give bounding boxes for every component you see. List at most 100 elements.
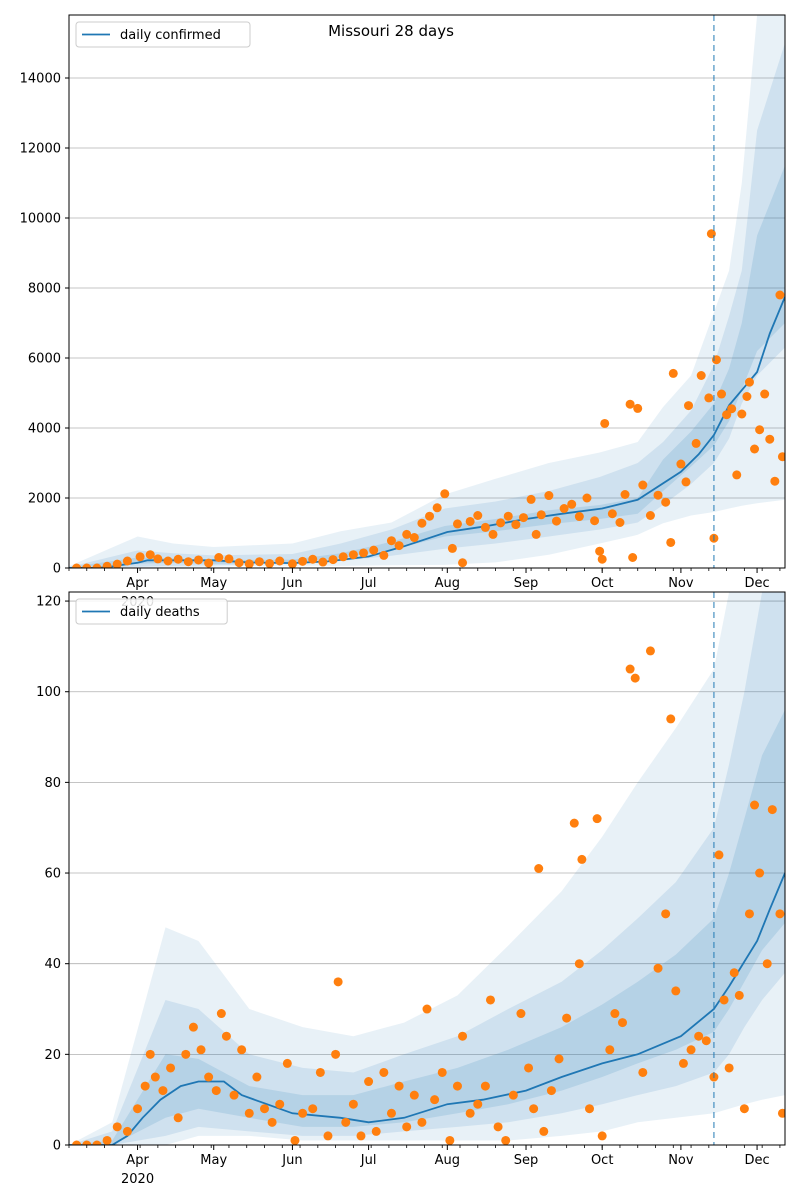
deaths-data-point-92 — [729, 968, 739, 978]
deaths-data-point-15 — [196, 1045, 206, 1055]
deaths-data-point-85 — [686, 1045, 696, 1055]
deaths-data-point-98 — [762, 959, 772, 969]
confirmed-data-point-2 — [92, 563, 102, 568]
deaths-ytick-label-5: 100 — [36, 685, 61, 700]
confirmed-ytick-label-2: 4000 — [28, 422, 61, 437]
deaths-data-point-51 — [458, 1031, 468, 1041]
deaths-data-point-25 — [267, 1117, 277, 1127]
deaths-data-point-63 — [539, 1126, 549, 1136]
deaths-data-point-62 — [534, 864, 544, 873]
confirmed-xtick-label-6: Oct — [591, 576, 613, 591]
confirmed-data-point-17 — [244, 559, 254, 568]
confirmed-data-point-87 — [732, 470, 742, 480]
confirmed-data-point-16 — [234, 558, 244, 568]
deaths-data-point-46 — [422, 1004, 432, 1014]
confirmed-data-point-74 — [668, 368, 678, 378]
confirmed-data-point-61 — [597, 554, 607, 564]
confirmed-ytick-label-5: 10000 — [20, 212, 61, 227]
confirmed-data-point-1 — [82, 563, 92, 568]
confirmed-legend-box — [75, 21, 251, 48]
deaths-data-point-32 — [323, 1131, 333, 1141]
deaths-data-point-69 — [577, 854, 587, 864]
deaths-data-point-87 — [701, 1036, 711, 1046]
deaths-data-point-84 — [678, 1058, 688, 1068]
deaths-data-point-78 — [638, 1067, 648, 1077]
deaths-xtick-label-5: Sep — [514, 1153, 539, 1168]
confirmed-data-point-0 — [72, 563, 82, 568]
confirmed-data-point-69 — [638, 480, 648, 490]
deaths-data-point-93 — [734, 990, 744, 1000]
deaths-data-point-44 — [409, 1090, 419, 1100]
deaths-xtick-label-4: Aug — [435, 1153, 460, 1168]
confirmed-legend-label: daily confirmed — [120, 28, 221, 43]
deaths-data-point-22 — [244, 1108, 254, 1118]
deaths-data-point-99 — [767, 805, 777, 815]
deaths-data-point-16 — [204, 1072, 214, 1082]
deaths-data-point-82 — [666, 714, 676, 724]
deaths-data-point-66 — [562, 1013, 572, 1023]
confirmed-data-point-79 — [696, 371, 706, 380]
confirmed-series-line — [69, 296, 785, 568]
confirmed-data-point-23 — [308, 554, 318, 564]
confirmed-data-point-84 — [717, 389, 727, 399]
confirmed-data-point-57 — [574, 512, 584, 522]
confirmed-data-point-94 — [765, 434, 775, 444]
deaths-data-point-49 — [445, 1135, 455, 1145]
confirmed-data-point-78 — [691, 438, 701, 448]
deaths-data-point-47 — [430, 1095, 440, 1105]
deaths-band-outer — [69, 592, 785, 1145]
confirmed-data-point-37 — [432, 503, 442, 513]
confirmed-data-point-93 — [760, 389, 770, 399]
deaths-data-point-42 — [394, 1081, 404, 1091]
confirmed-data-point-92 — [755, 425, 765, 435]
confirmed-data-point-60 — [595, 546, 605, 556]
deaths-legend-label: daily deaths — [120, 605, 200, 620]
confirmed-data-point-3 — [102, 561, 112, 568]
confirmed-data-point-75 — [676, 459, 686, 469]
confirmed-data-point-76 — [681, 477, 691, 487]
deaths-ytick-label-4: 80 — [44, 776, 61, 791]
confirmed-data-point-11 — [183, 557, 193, 567]
deaths-data-point-26 — [275, 1099, 285, 1109]
confirmed-data-point-35 — [417, 518, 427, 528]
deaths-data-point-18 — [216, 1009, 226, 1019]
deaths-data-point-6 — [133, 1104, 143, 1114]
deaths-data-point-40 — [379, 1067, 389, 1077]
deaths-data-point-31 — [315, 1067, 325, 1077]
deaths-data-point-68 — [574, 959, 584, 969]
confirmed-data-point-88 — [737, 409, 747, 419]
confirmed-plot-area — [69, 15, 785, 568]
deaths-data-point-95 — [744, 909, 754, 919]
deaths-data-point-58 — [508, 1090, 518, 1100]
deaths-data-point-4 — [112, 1122, 122, 1132]
deaths-data-point-70 — [584, 1104, 594, 1114]
confirmed-data-point-25 — [328, 555, 338, 565]
deaths-data-point-64 — [546, 1086, 556, 1096]
deaths-xtick-sublabel-0: 2020 — [121, 1172, 154, 1187]
confirmed-xtick-label-0: Apr — [126, 576, 149, 591]
confirmed-data-point-62 — [600, 418, 610, 428]
confirmed-data-point-49 — [518, 513, 528, 523]
confirmed-data-point-65 — [620, 490, 630, 499]
deaths-data-point-8 — [145, 1049, 155, 1059]
deaths-xtick-label-6: Oct — [591, 1153, 613, 1168]
deaths-data-point-3 — [102, 1135, 112, 1145]
deaths-data-point-19 — [221, 1031, 231, 1041]
confirmed-data-point-36 — [425, 511, 435, 521]
deaths-data-point-39 — [371, 1126, 381, 1136]
deaths-data-point-37 — [356, 1131, 366, 1141]
confirmed-data-point-66 — [625, 399, 635, 409]
confirmed-data-point-59 — [590, 516, 600, 526]
deaths-xtick-label-1: May — [200, 1153, 227, 1168]
confirmed-data-point-67 — [628, 553, 638, 562]
confirmed-data-point-86 — [727, 404, 737, 414]
confirmed-data-point-44 — [480, 522, 490, 532]
deaths-data-point-90 — [719, 995, 729, 1005]
confirmed-data-point-28 — [359, 548, 369, 558]
deaths-plot-area — [69, 592, 785, 1145]
confirmed-data-point-9 — [163, 556, 173, 566]
deaths-data-point-21 — [237, 1045, 247, 1055]
deaths-data-point-61 — [529, 1104, 539, 1114]
deaths-data-point-28 — [290, 1135, 300, 1145]
